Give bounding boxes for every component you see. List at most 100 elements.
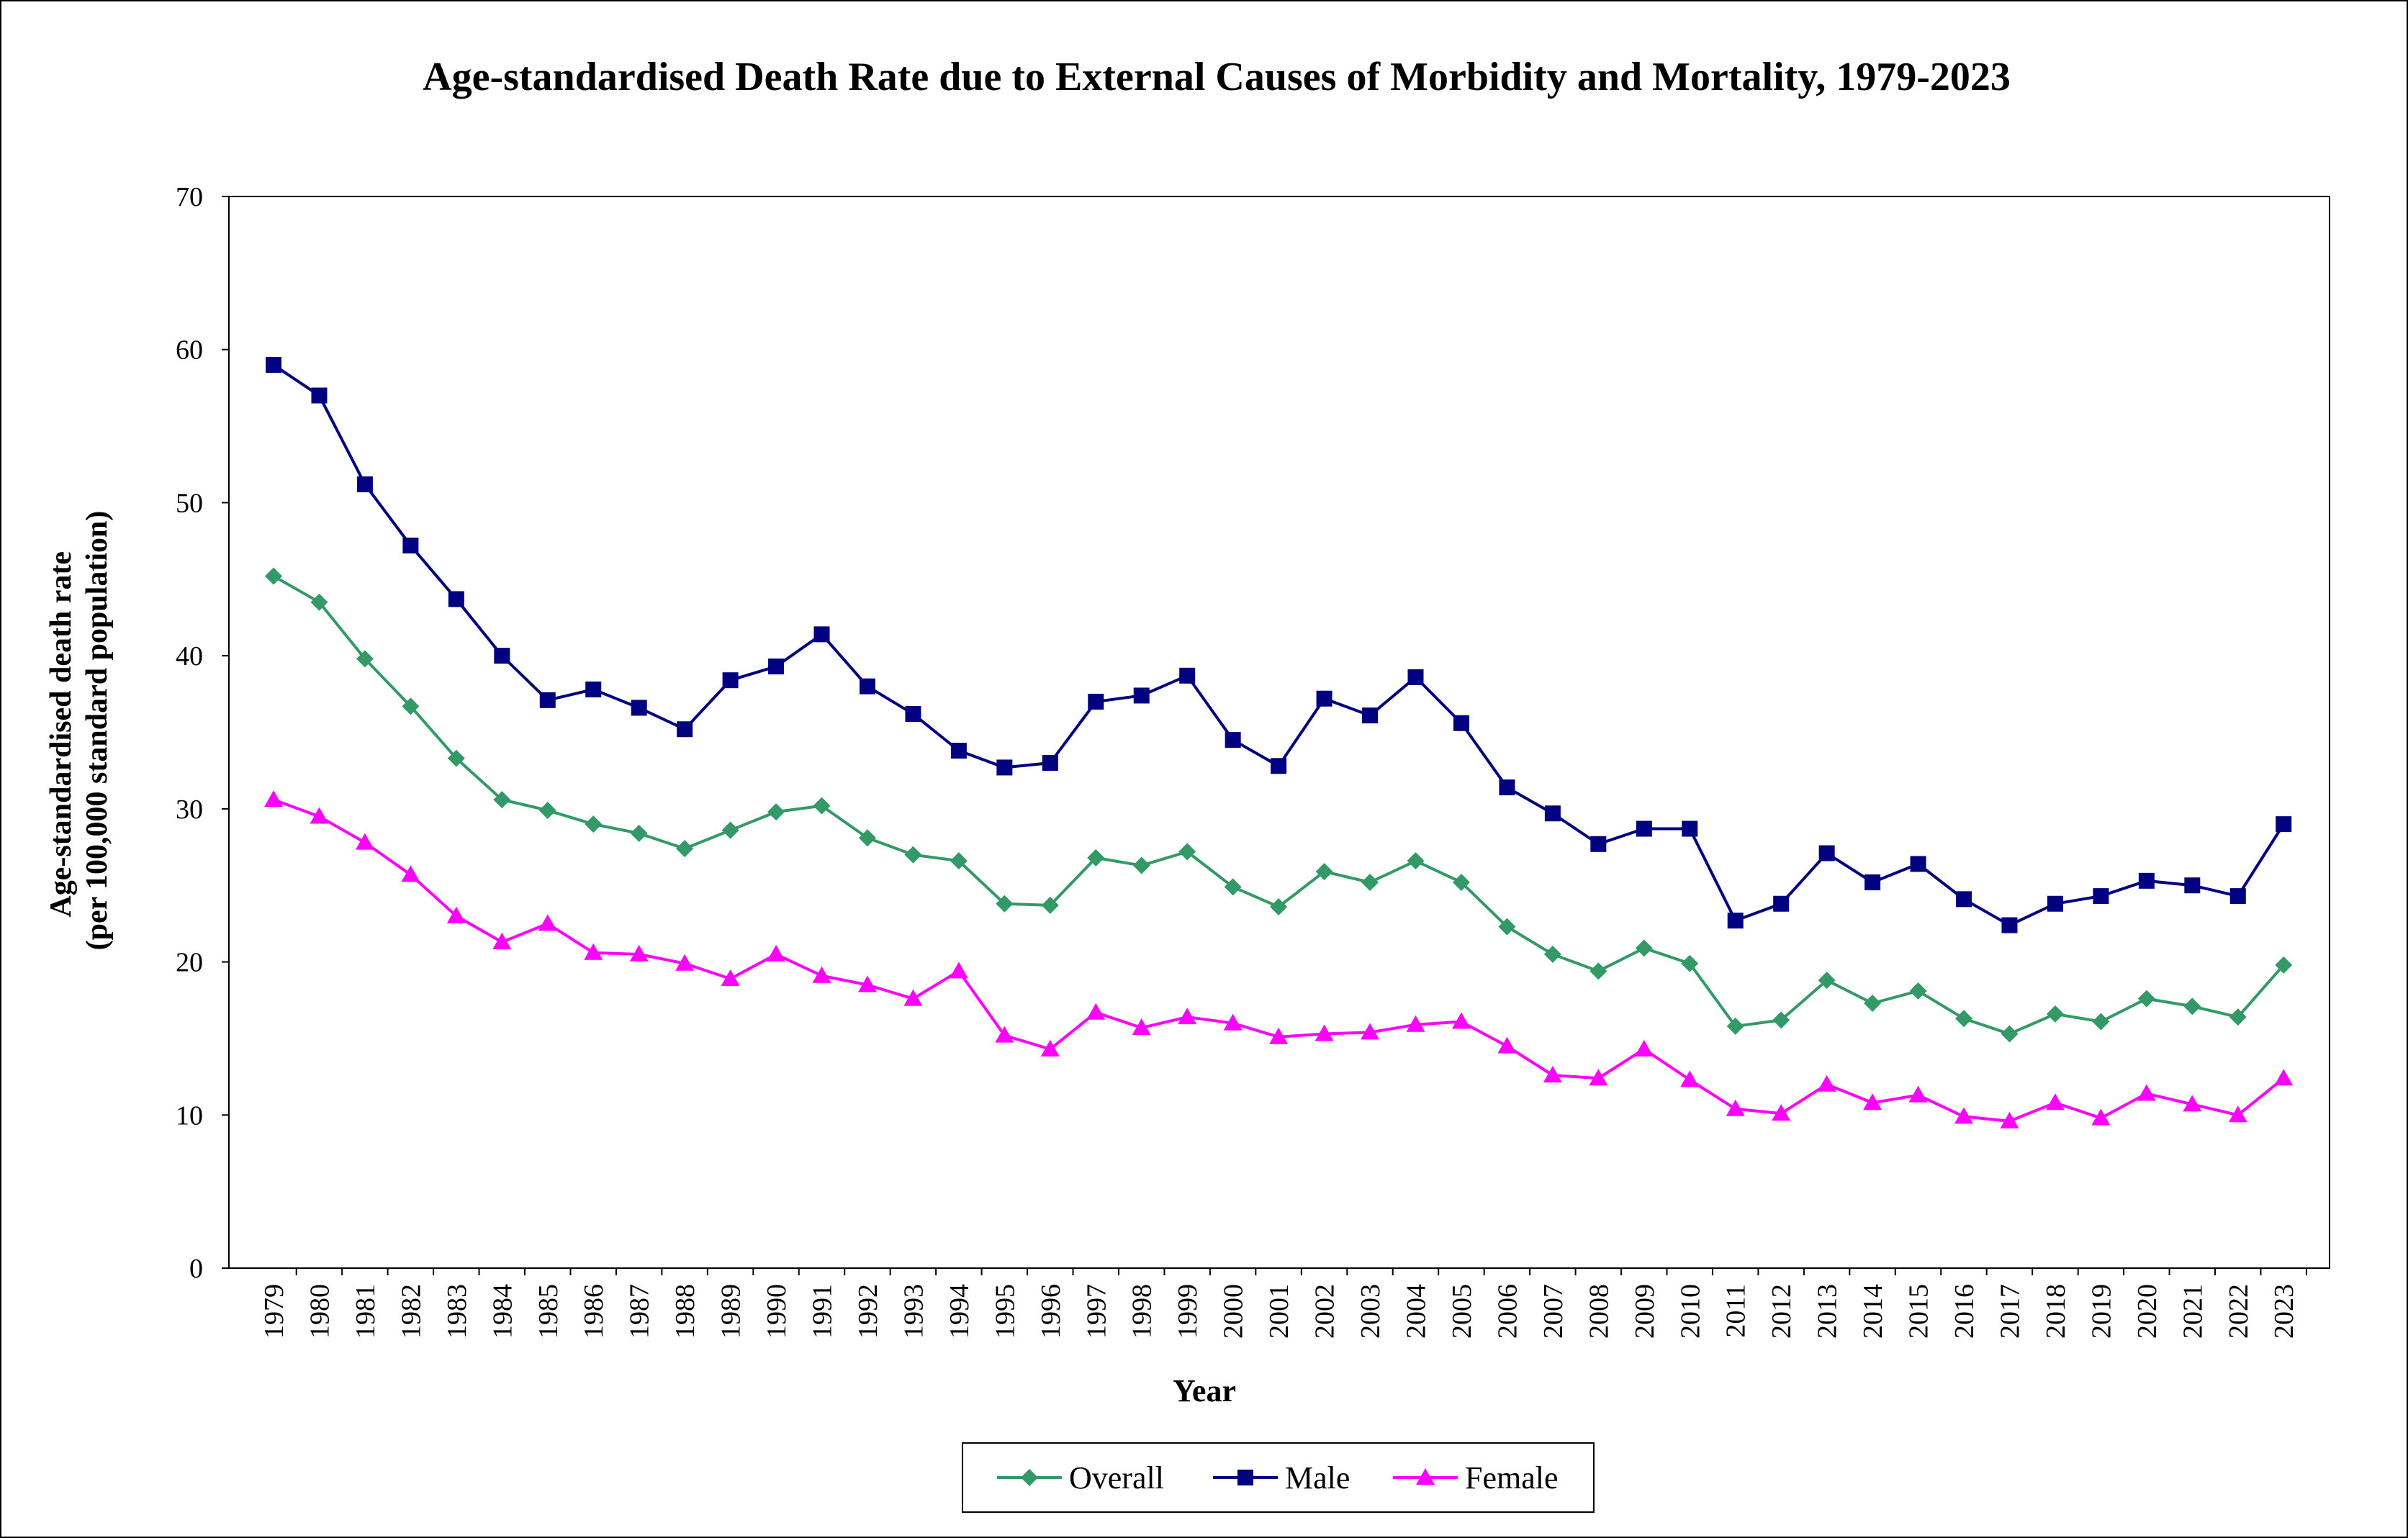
x-tick-label: 1999	[1173, 1284, 1203, 1339]
data-point-overall	[767, 803, 785, 821]
data-point-male	[448, 591, 464, 607]
data-point-female	[1863, 1093, 1882, 1110]
data-point-male	[1773, 895, 1790, 912]
data-point-overall	[402, 697, 420, 715]
data-point-male	[1407, 669, 1424, 685]
data-point-male	[1042, 755, 1058, 772]
data-point-male	[1133, 687, 1150, 704]
data-point-male	[539, 692, 556, 708]
data-point-overall	[1772, 1011, 1790, 1029]
data-point-female	[857, 975, 877, 992]
data-point-overall	[1589, 962, 1607, 980]
data-point-female	[1269, 1027, 1289, 1044]
data-point-female	[949, 962, 968, 979]
data-point-overall	[2046, 1005, 2064, 1023]
data-point-overall	[1498, 918, 1516, 936]
data-point-female	[446, 906, 466, 923]
data-point-female	[1178, 1008, 1197, 1025]
data-point-female	[1132, 1018, 1151, 1036]
data-point-female	[1497, 1036, 1517, 1054]
data-point-female	[767, 944, 786, 962]
data-point-male	[585, 681, 602, 697]
x-tick-label: 1995	[990, 1284, 1020, 1339]
y-axis-label: Age-standardised death rate (per 100,000…	[45, 511, 114, 951]
data-point-overall	[310, 593, 328, 611]
data-point-female	[2091, 1108, 2111, 1126]
x-tick-label: 2010	[1675, 1284, 1705, 1339]
data-point-overall	[447, 749, 465, 767]
x-tick-label: 2000	[1219, 1284, 1249, 1339]
x-tick-label: 2018	[2041, 1284, 2071, 1339]
data-point-overall	[1224, 878, 1242, 896]
data-point-male	[996, 759, 1013, 776]
data-point-overall	[2275, 956, 2293, 974]
data-point-female	[1406, 1015, 1425, 1032]
y-tick-label: 30	[176, 795, 203, 825]
data-point-female	[2274, 1069, 2294, 1086]
x-tick-label: 1981	[351, 1284, 381, 1339]
data-point-female	[2000, 1111, 2019, 1128]
data-point-overall	[1270, 897, 1288, 915]
data-point-female	[310, 807, 329, 824]
x-tick-label: 1983	[442, 1284, 472, 1339]
data-point-male	[311, 387, 328, 404]
x-tick-label: 2013	[1813, 1284, 1843, 1339]
data-point-overall	[2092, 1013, 2110, 1031]
data-point-male	[768, 659, 785, 675]
data-point-overall	[721, 821, 739, 839]
y-tick-label: 0	[189, 1254, 203, 1284]
legend-label: Overall	[1069, 1460, 1164, 1496]
data-point-female	[1772, 1104, 1791, 1121]
x-tick-label: 2001	[1264, 1284, 1294, 1339]
data-point-female	[1908, 1085, 1928, 1103]
data-point-female	[264, 790, 283, 808]
x-tick-label: 1985	[533, 1284, 564, 1339]
legend-item-female: Female	[1393, 1460, 1559, 1496]
data-point-female	[2137, 1084, 2156, 1101]
legend-marker	[1021, 1469, 1038, 1486]
data-point-male	[2276, 816, 2292, 833]
series-overall	[265, 567, 2293, 1043]
data-point-male	[2001, 917, 2018, 933]
y-tick-label: 50	[176, 488, 203, 518]
data-point-female	[1223, 1013, 1243, 1031]
data-point-female	[1451, 1012, 1471, 1029]
x-axis: 1979 1980 1981 1982 1983 1984 1985 1986 1987 1988…	[259, 1268, 2307, 1339]
data-point-male	[1316, 690, 1332, 707]
data-point-overall	[1132, 856, 1150, 874]
data-point-overall	[493, 791, 511, 809]
x-tick-label: 2017	[1995, 1284, 2025, 1339]
x-tick-label: 1984	[487, 1284, 518, 1339]
data-point-male	[1864, 874, 1881, 890]
data-point-overall	[1726, 1017, 1744, 1035]
plot-area	[228, 196, 2330, 1269]
x-tick-label: 1987	[625, 1284, 655, 1339]
data-point-male	[1499, 779, 1515, 796]
data-point-female	[492, 932, 512, 949]
data-point-male	[1910, 856, 1926, 872]
data-point-male	[2229, 888, 2246, 905]
data-point-overall	[904, 846, 922, 864]
data-point-male	[859, 678, 875, 695]
data-point-male	[266, 356, 281, 373]
data-point-male	[722, 672, 739, 689]
data-point-overall	[1087, 849, 1105, 867]
data-point-male	[494, 648, 510, 664]
y-axis-label-line1: Age-standardised death rate	[45, 551, 78, 918]
data-point-female	[1954, 1107, 1974, 1124]
data-point-male	[631, 700, 647, 716]
x-tick-label: 2016	[1949, 1284, 1980, 1339]
x-tick-label: 2021	[2178, 1284, 2208, 1339]
legend-item-male: Male	[1213, 1460, 1350, 1496]
x-tick-label: 2005	[1447, 1284, 1477, 1339]
x-tick-label: 2006	[1492, 1284, 1523, 1339]
x-tick-label: 2019	[2086, 1284, 2116, 1339]
data-point-overall	[265, 567, 282, 585]
legend-box	[962, 1442, 1595, 1513]
x-tick-label: 2020	[2132, 1284, 2163, 1339]
legend-marker	[1416, 1468, 1435, 1485]
data-point-overall	[630, 824, 648, 842]
data-point-overall	[1361, 873, 1379, 891]
x-tick-label: 1979	[259, 1284, 289, 1339]
